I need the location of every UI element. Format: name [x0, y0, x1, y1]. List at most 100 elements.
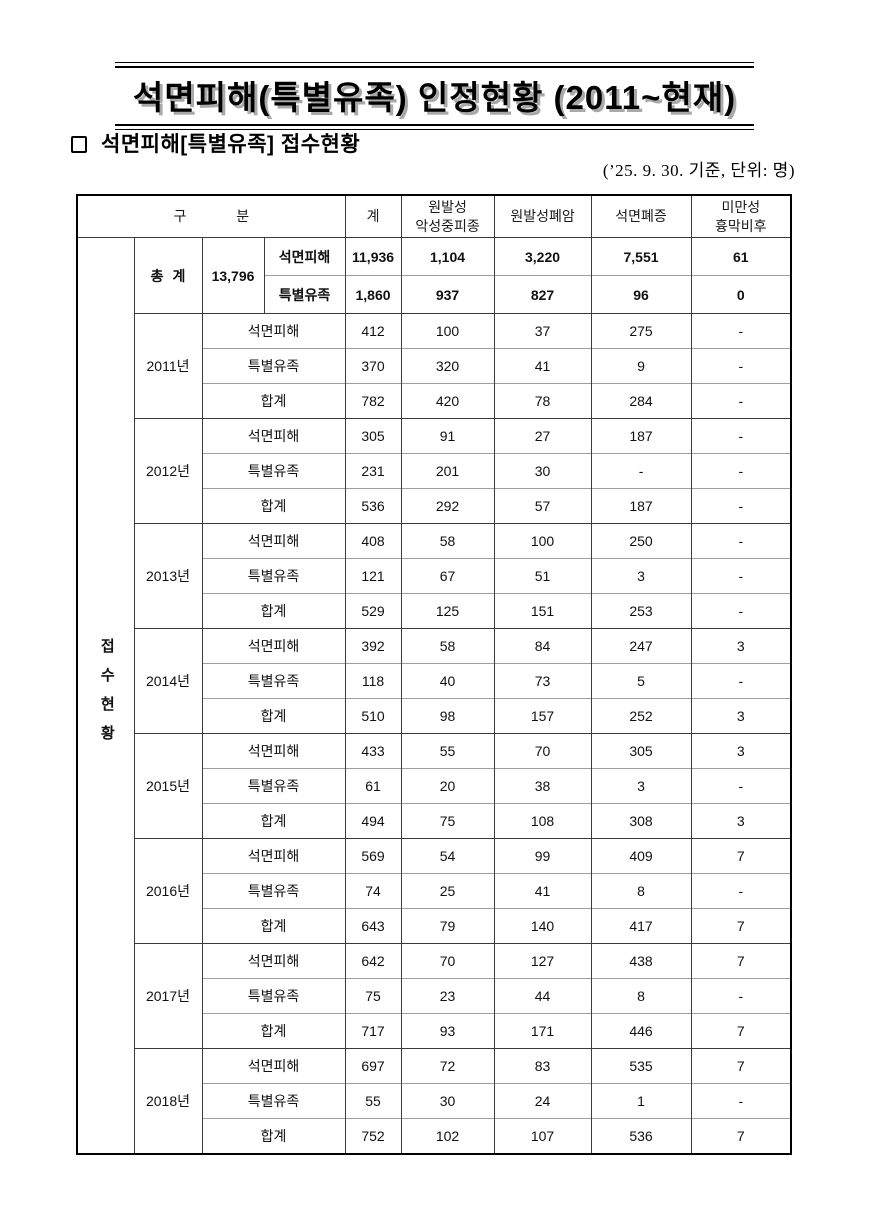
cell-value: 8: [590, 873, 692, 909]
cell-value: 20: [400, 768, 495, 804]
cell-value: 643: [344, 908, 402, 944]
cell-value: 417: [590, 908, 692, 944]
cell-value: 121: [344, 558, 402, 594]
cell-value: 40: [400, 663, 495, 699]
row-type-label: 석면피해: [201, 628, 346, 664]
row-type-label: 특별유족: [263, 275, 346, 314]
row-type-label: 석면피해: [201, 838, 346, 874]
cell-value: 73: [493, 663, 592, 699]
table-row: 특별유족 55 30 24 1 -: [77, 1083, 792, 1119]
table-row: 합계 717 93 171 446 7: [77, 1013, 792, 1049]
cell-value: 7: [690, 1118, 792, 1154]
table-row: 합계 782 420 78 284 -: [77, 383, 792, 419]
cell-value: 24: [493, 1083, 592, 1119]
col-header-gubun: 구 분: [76, 194, 346, 238]
table-row: 2013년 석면피해 408 58 100 250 -: [77, 523, 792, 629]
cell-value: 108: [493, 803, 592, 839]
cell-value: 392: [344, 628, 402, 664]
cell-value: 41: [493, 873, 592, 909]
cell-value: 7: [690, 908, 792, 944]
cell-value: 9: [590, 348, 692, 384]
row-type-label: 합계: [201, 1013, 346, 1049]
cell-value: 99: [493, 838, 592, 874]
col-header-lung-cancer: 원발성폐암: [493, 194, 592, 238]
grand-total-label: 총 계: [133, 237, 202, 314]
cell-value: -: [690, 488, 792, 524]
row-type-label: 합계: [201, 908, 346, 944]
col-header-asbestosis: 석면폐증: [590, 194, 692, 238]
cell-value: 157: [493, 698, 592, 734]
cell-value: 717: [344, 1013, 402, 1049]
cell-value: 30: [493, 453, 592, 489]
row-type-label: 석면피해: [263, 237, 346, 276]
cell-value: 510: [344, 698, 402, 734]
cell-value: 827: [493, 275, 592, 314]
cell-value: 140: [493, 908, 592, 944]
col-header-total: 계: [344, 194, 402, 238]
cell-value: 100: [493, 523, 592, 559]
cell-value: 697: [344, 1048, 402, 1084]
cell-value: -: [690, 313, 792, 349]
row-type-label: 석면피해: [201, 418, 346, 454]
row-type-label: 특별유족: [201, 348, 346, 384]
cell-value: 61: [690, 237, 792, 276]
cell-value: 253: [590, 593, 692, 629]
cell-value: 96: [590, 275, 692, 314]
year-label: 2011년: [133, 313, 202, 419]
cell-value: 569: [344, 838, 402, 874]
cell-value: 1,860: [344, 275, 402, 314]
grand-total-row: 특별유족 1,860 937 827 96 0: [77, 275, 792, 314]
cell-value: 58: [400, 523, 495, 559]
cell-value: 5: [590, 663, 692, 699]
cell-value: 3: [690, 803, 792, 839]
cell-value: 75: [344, 978, 402, 1014]
year-label: 2014년: [133, 628, 202, 734]
row-type-label: 합계: [201, 383, 346, 419]
cell-value: 292: [400, 488, 495, 524]
row-type-label: 특별유족: [201, 873, 346, 909]
row-type-label: 합계: [201, 1118, 346, 1154]
cell-value: 3: [690, 628, 792, 664]
row-type-label: 석면피해: [201, 313, 346, 349]
row-type-label: 석면피해: [201, 733, 346, 769]
cell-value: 7: [690, 1013, 792, 1049]
reception-status-table: 구 분 계 원발성 악성중피종 원발성폐암 석면폐증 미만성 흉막비후 접수현황…: [76, 194, 793, 1155]
cell-value: -: [690, 523, 792, 559]
cell-value: 7,551: [590, 237, 692, 276]
cell-value: 54: [400, 838, 495, 874]
cell-value: 127: [493, 943, 592, 979]
row-type-label: 특별유족: [201, 453, 346, 489]
cell-value: 38: [493, 768, 592, 804]
cell-value: 171: [493, 1013, 592, 1049]
grand-total-row: 접수현황 총 계 13,796 석면피해 11,936 1,104 3,220 …: [76, 237, 792, 1154]
cell-value: -: [690, 383, 792, 419]
row-type-label: 특별유족: [201, 663, 346, 699]
table-row: 합계 510 98 157 252 3: [77, 698, 792, 734]
bottom-rule-thick: [115, 124, 754, 126]
row-type-label: 특별유족: [201, 978, 346, 1014]
cell-value: -: [690, 1083, 792, 1119]
row-type-label: 석면피해: [201, 523, 346, 559]
table-row: 2017년 석면피해 642 70 127 438 7: [77, 943, 792, 1049]
cell-value: 27: [493, 418, 592, 454]
cell-value: 201: [400, 453, 495, 489]
cell-value: 3: [690, 733, 792, 769]
cell-value: -: [690, 558, 792, 594]
cell-value: 51: [493, 558, 592, 594]
cell-value: 70: [493, 733, 592, 769]
cell-value: 55: [400, 733, 495, 769]
cell-value: 44: [493, 978, 592, 1014]
row-type-label: 특별유족: [201, 1083, 346, 1119]
cell-value: 8: [590, 978, 692, 1014]
cell-value: 11,936: [344, 237, 402, 276]
table-row: 2014년 석면피해 392 58 84 247 3: [77, 628, 792, 734]
cell-value: 408: [344, 523, 402, 559]
cell-value: 3: [590, 558, 692, 594]
cell-value: -: [690, 593, 792, 629]
table-row: 특별유족 121 67 51 3 -: [77, 558, 792, 594]
table-row: 2016년 석면피해 569 54 99 409 7: [77, 838, 792, 944]
cell-value: 55: [344, 1083, 402, 1119]
cell-value: 30: [400, 1083, 495, 1119]
cell-value: 125: [400, 593, 495, 629]
